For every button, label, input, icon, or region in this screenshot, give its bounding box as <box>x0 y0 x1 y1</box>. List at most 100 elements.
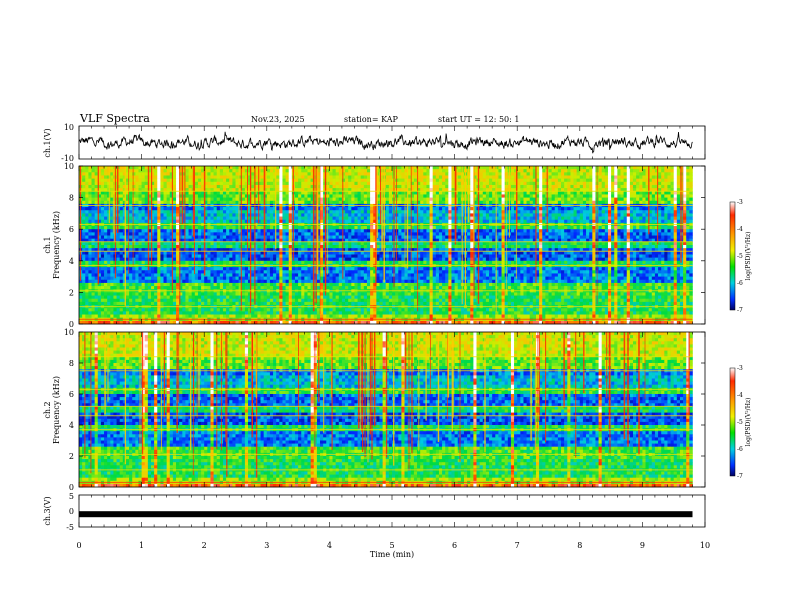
spec-cell <box>505 169 508 172</box>
spec-cell <box>167 179 170 182</box>
spec-cell <box>173 182 176 185</box>
spec-cell <box>674 194 677 197</box>
spec-cell <box>442 172 445 175</box>
spec-cell <box>480 172 483 175</box>
spec-cell <box>367 182 370 185</box>
spec-cell <box>420 175 423 178</box>
spec-cell <box>135 166 138 169</box>
spec-cell <box>354 169 357 172</box>
spec-cell <box>210 182 213 185</box>
spec-cell <box>251 182 254 185</box>
spec-cell <box>602 169 605 172</box>
spec-cell <box>295 179 298 182</box>
spec-cell <box>414 194 417 197</box>
spec-cell <box>642 166 645 169</box>
spec-cell <box>523 175 526 178</box>
spec-cell <box>574 172 577 175</box>
spec-cell <box>605 166 608 169</box>
spec-cell <box>611 182 614 185</box>
spec-cell <box>232 169 235 172</box>
spec-cell <box>135 185 138 188</box>
spec-cell <box>489 194 492 197</box>
spec-cell <box>367 166 370 169</box>
spec-cell <box>138 185 141 188</box>
spec-cell <box>135 182 138 185</box>
spec-cell <box>361 169 364 172</box>
spec-cell <box>570 182 573 185</box>
spec-cell <box>539 185 542 188</box>
spec-cell <box>251 169 254 172</box>
spec-cell <box>564 185 567 188</box>
spec-cell <box>608 169 611 172</box>
spec-cell <box>189 182 192 185</box>
spec-cell <box>298 175 301 178</box>
spec-cell <box>608 172 611 175</box>
spec-cell <box>223 169 226 172</box>
spec-cell <box>282 198 285 201</box>
spec-cell <box>129 175 132 178</box>
spec-cell <box>486 166 489 169</box>
spec-cell <box>386 185 389 188</box>
spec-cell <box>129 185 132 188</box>
spec-cell <box>633 179 636 182</box>
spec-cell <box>329 194 332 197</box>
spec-cell <box>577 182 580 185</box>
spec-cell <box>229 172 232 175</box>
spec-cell <box>608 166 611 169</box>
spec-cell <box>433 166 436 169</box>
spec-cell <box>614 179 617 182</box>
spec-cell <box>367 172 370 175</box>
spec-cell <box>389 198 392 201</box>
spec-cell <box>549 169 552 172</box>
spec-cell <box>364 175 367 178</box>
spec-cell <box>236 198 239 201</box>
spec-cell <box>423 172 426 175</box>
spec-cell <box>671 194 674 197</box>
spec-cell <box>176 172 179 175</box>
spec-cell <box>267 172 270 175</box>
spec-cell <box>642 175 645 178</box>
spec-cell <box>661 185 664 188</box>
spec-cell <box>307 172 310 175</box>
spec-cell <box>242 182 245 185</box>
spec-cell <box>520 185 523 188</box>
spec-cell <box>517 169 520 172</box>
spec-cell <box>636 175 639 178</box>
spec-cell <box>620 185 623 188</box>
spec-cell <box>686 166 689 169</box>
spec-cell <box>505 194 508 197</box>
spec-cell <box>470 179 473 182</box>
spec-cell <box>470 166 473 169</box>
spec-cell <box>214 172 217 175</box>
spec-cell <box>608 175 611 178</box>
spec-cell <box>549 172 552 175</box>
spec-cell <box>173 198 176 201</box>
spec-cell <box>289 179 292 182</box>
spec-cell <box>276 175 279 178</box>
spec-cell <box>223 175 226 178</box>
spec-cell <box>658 179 661 182</box>
spec-cell <box>82 182 85 185</box>
spec-cell <box>351 179 354 182</box>
spec-cell <box>279 194 282 197</box>
spec-cell <box>358 175 361 178</box>
spec-cell <box>95 169 98 172</box>
spec-cell <box>599 194 602 197</box>
ch1-trace <box>79 132 693 153</box>
spec-cell <box>270 172 273 175</box>
spec-cell <box>630 166 633 169</box>
spec-cell <box>92 182 95 185</box>
spec-cell <box>348 166 351 169</box>
spec-cell <box>95 198 98 201</box>
spec-cell <box>289 169 292 172</box>
spec-cell <box>386 166 389 169</box>
spec-cell <box>101 185 104 188</box>
spec-cell <box>589 169 592 172</box>
spec-cell <box>570 175 573 178</box>
spec-cell <box>336 182 339 185</box>
spec-cell <box>358 198 361 201</box>
spec-cell <box>295 172 298 175</box>
spec-cell <box>282 179 285 182</box>
spec-cell <box>270 185 273 188</box>
spec-cell <box>445 185 448 188</box>
